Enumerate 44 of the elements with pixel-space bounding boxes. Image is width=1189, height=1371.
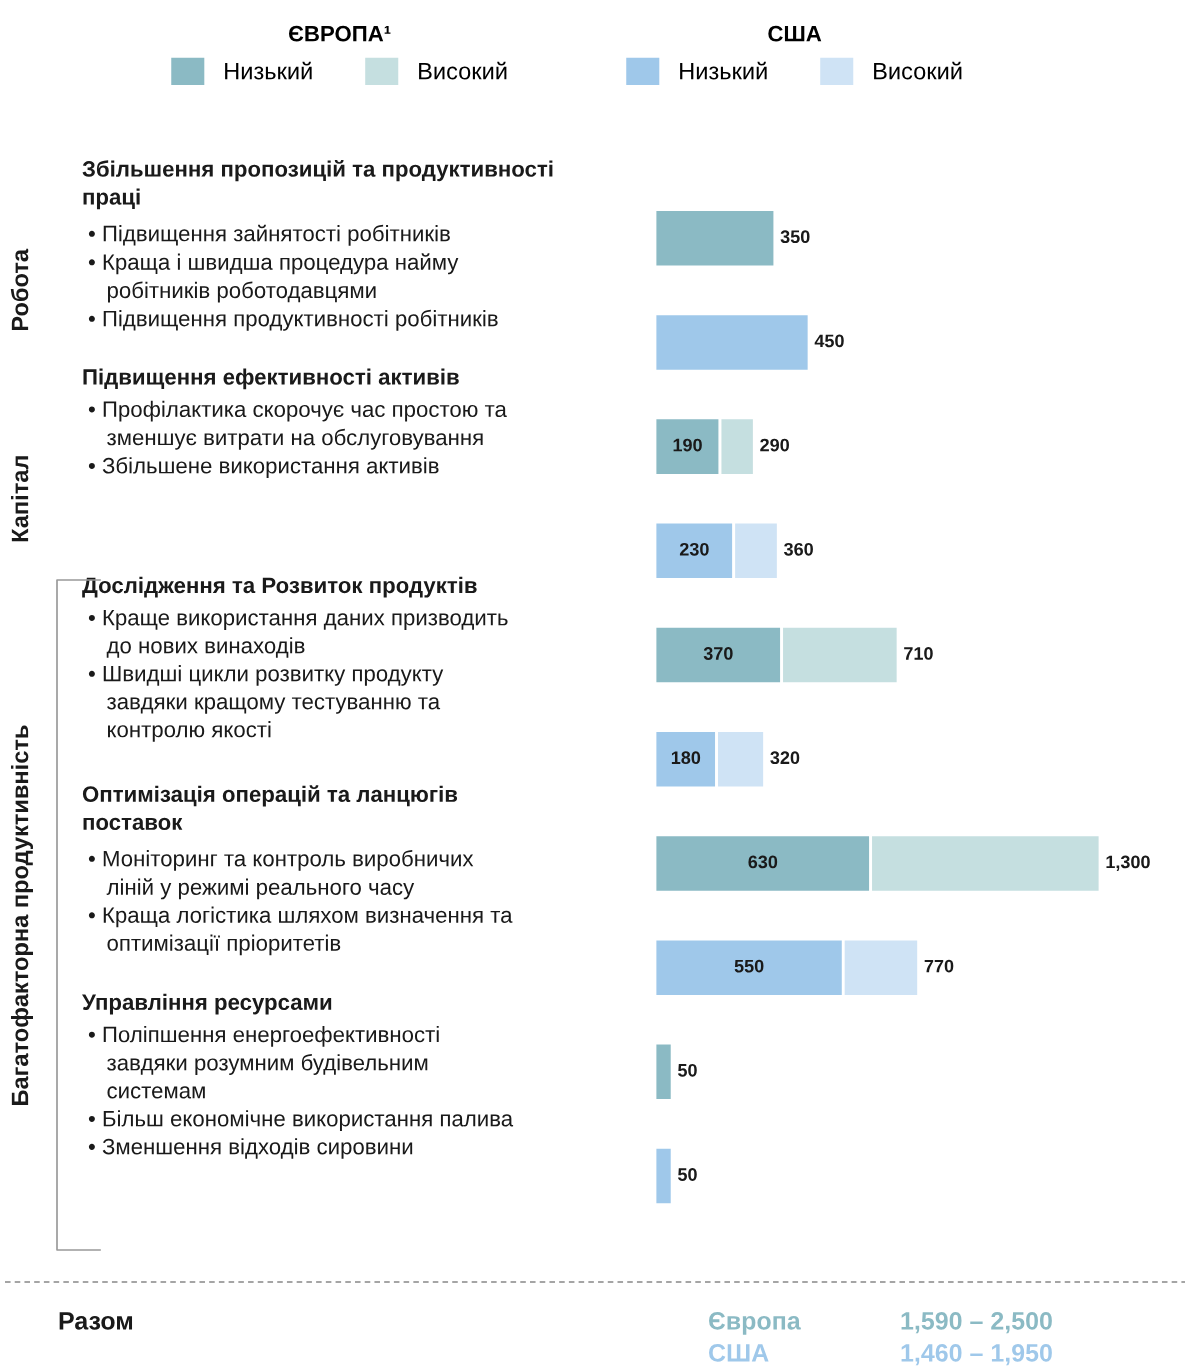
- text: Робота: [10, 248, 29, 331]
- data-label: 630: [748, 855, 778, 869]
- text: Європа: [709, 1312, 801, 1335]
- legend-label: Високий: [874, 61, 962, 80]
- text: Капітал: [11, 456, 29, 542]
- total-label: 50: [678, 1063, 697, 1077]
- text: Підвищення ефективності активів: [83, 368, 459, 390]
- total-label: 290: [760, 438, 789, 452]
- text: США: [768, 25, 822, 42]
- text: • Краще використання даних призводить до нових винаходів • Швидші цикли розвитку продукту завдяки кращому тестуванню та контролю якості: [88, 609, 508, 742]
- bar: [655, 1041, 674, 1102]
- text: ЄВРОПА¹: [289, 25, 391, 42]
- total-label: 1,300: [1106, 855, 1150, 871]
- text: 1,460 – 1,950: [901, 1344, 1052, 1366]
- text: Дослідження та Розвиток продуктів: [82, 576, 477, 598]
- text: США: [709, 1344, 769, 1362]
- total-label: 50: [678, 1168, 697, 1181]
- bar: [655, 312, 811, 373]
- total-label: 710: [904, 647, 933, 660]
- text: Багатофакторна продуктивність: [11, 725, 33, 1105]
- total-label: 360: [783, 542, 813, 556]
- total-label: 450: [814, 334, 844, 348]
- text: Разом: [59, 1312, 133, 1330]
- text: Оптимізація операцій та ланцюгів поставок: [82, 785, 458, 830]
- total-label: 770: [924, 959, 954, 973]
- bar: [655, 1146, 674, 1207]
- text: • Поліпшення енергоефективності завдяки розумним будівельним системам • Більш економічне використання палива • Зменшення відходів сировини: [88, 1026, 514, 1159]
- data-label: 180: [671, 751, 701, 765]
- text: Управління ресурсами: [82, 993, 332, 1015]
- text: • Профілактика скорочує час простою та зменшує витрати на обслуговування • Збільшене використання активів: [88, 400, 507, 478]
- text: Збільшення пропозицій та продуктивності праці: [82, 160, 553, 210]
- data-label: 550: [734, 959, 764, 973]
- bar: [655, 208, 777, 269]
- legend-label: Високий: [419, 61, 507, 80]
- text: 1,590 – 2,500: [901, 1312, 1052, 1334]
- data-label: 230: [679, 542, 709, 556]
- total-label: 350: [780, 230, 810, 244]
- text: • Моніторинг та контроль виробничих ліній у режимі реального часу • Краща логістика шляхом визначення та оптимізації пріоритетів: [88, 849, 513, 956]
- legend-label: Низький: [225, 61, 312, 80]
- total-label: 320: [770, 751, 800, 765]
- data-label: 190: [673, 438, 702, 452]
- data-label: 370: [703, 647, 733, 660]
- legend-label: Низький: [680, 61, 767, 80]
- text: • Підвищення зайнятості робітників • Краща і швидша процедура найму робітників роботодавцями • Підвищення продуктивності робітників: [88, 224, 498, 331]
